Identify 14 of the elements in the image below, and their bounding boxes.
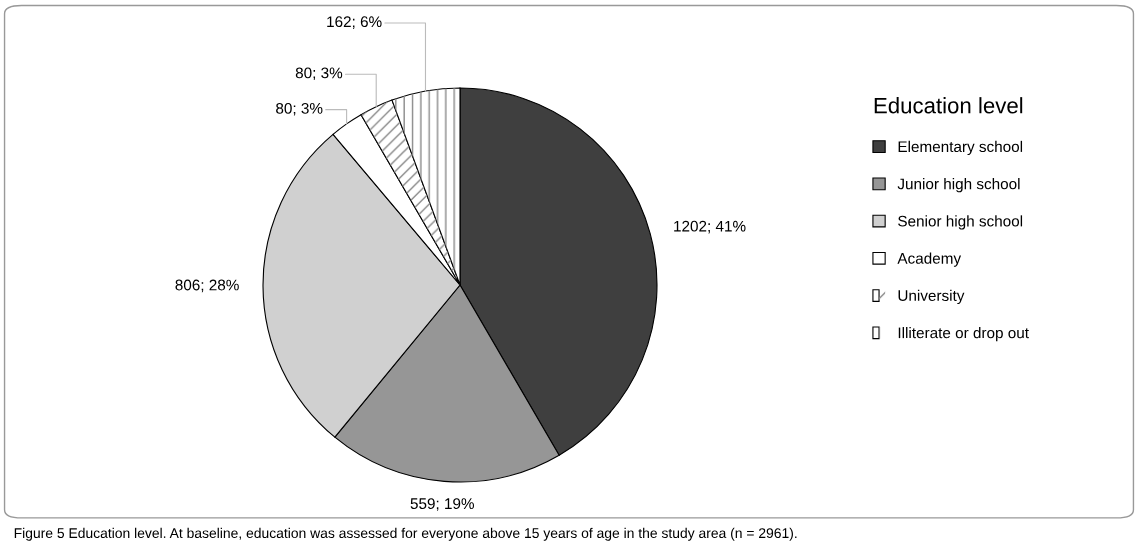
data-label: 1202; 41% (674, 220, 746, 234)
legend-label: University (898, 289, 965, 305)
data-label: 80; 3% (295, 67, 343, 81)
legend-label: Junior high school (897, 178, 1020, 193)
data-label: 162; 6% (327, 16, 382, 29)
data-label: 80; 3% (276, 102, 323, 116)
legend-label: Illiterate or drop out (898, 327, 1029, 342)
legend-title: Education level (874, 97, 1023, 114)
data-label: 559; 19% (410, 498, 474, 511)
legend-label: Academy (897, 252, 962, 267)
data-label: 806; 28% (175, 279, 239, 293)
legend-label: Elementary school (898, 140, 1023, 156)
caption: Figure 5 Education level. At baseline, education was assessed for everyone above 15 years of age in the study area (n = 2961). (14, 527, 797, 541)
legend-label: Senior high school (898, 215, 1023, 230)
